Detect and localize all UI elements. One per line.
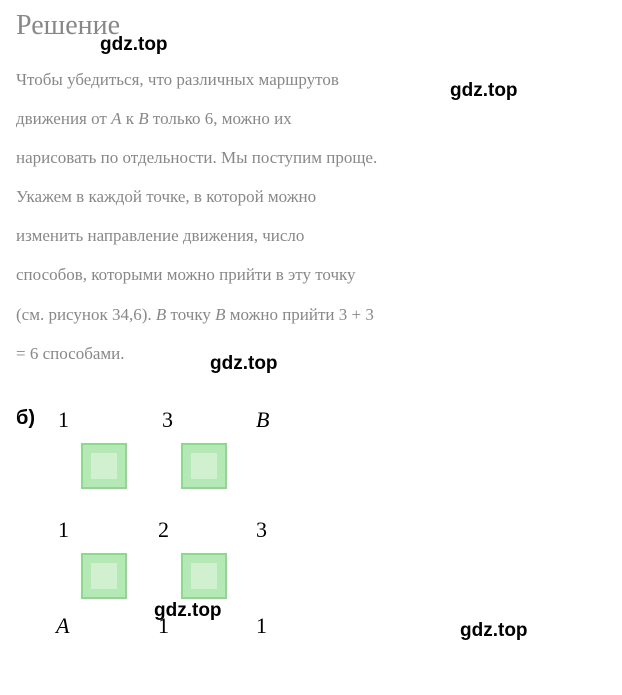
var-b2: B xyxy=(215,305,225,324)
grid-square-inner xyxy=(91,563,117,589)
para-line5: изменить направление движения, число xyxy=(16,226,304,245)
para-line3: нарисовать по отдельности. Мы поступим п… xyxy=(16,148,377,167)
var-b1: В xyxy=(156,305,166,324)
watermark: gdz.top xyxy=(460,620,528,642)
var-a: A xyxy=(111,109,121,128)
var-b: B xyxy=(138,109,148,128)
solution-heading: Решение xyxy=(16,10,606,42)
grid-square-inner xyxy=(91,453,117,479)
diagram-number: 1 xyxy=(256,613,267,639)
grid-square xyxy=(181,443,227,489)
grid-square xyxy=(81,553,127,599)
para-line7-mid: точку xyxy=(166,305,215,324)
para-line1: Чтобы убедиться, что различных маршрутов xyxy=(16,70,339,89)
para-line2-pre: движения от xyxy=(16,109,111,128)
para-line8: = 6 способами. xyxy=(16,344,125,363)
para-line7-post: можно прийти 3 + 3 xyxy=(226,305,374,324)
diagram-number: 1 xyxy=(158,613,169,639)
grid-square-inner xyxy=(191,453,217,479)
diagram-label: б) xyxy=(16,407,35,430)
para-line2-post: только 6, можно их xyxy=(149,109,292,128)
grid-square xyxy=(81,443,127,489)
para-line4: Укажем в каждой точке, в которой можно xyxy=(16,187,316,206)
diagram-number: 3 xyxy=(256,517,267,543)
route-diagram: б) 1 3 1 2 3 1 1 B A xyxy=(16,393,416,643)
grid-square xyxy=(181,553,227,599)
diagram-number: 1 xyxy=(58,407,69,433)
para-line7-pre: (см. рисунок 34,6). xyxy=(16,305,156,324)
solution-paragraph: Чтобы убедиться, что различных маршрутов… xyxy=(16,60,606,373)
diagram-number: 2 xyxy=(158,517,169,543)
grid-square-inner xyxy=(191,563,217,589)
diagram-number: 1 xyxy=(58,517,69,543)
diagram-variable: A xyxy=(56,613,69,639)
diagram-variable: B xyxy=(256,407,269,433)
para-line6: способов, которыми можно прийти в эту то… xyxy=(16,265,356,284)
diagram-number: 3 xyxy=(162,407,173,433)
para-line2-mid: к xyxy=(121,109,138,128)
